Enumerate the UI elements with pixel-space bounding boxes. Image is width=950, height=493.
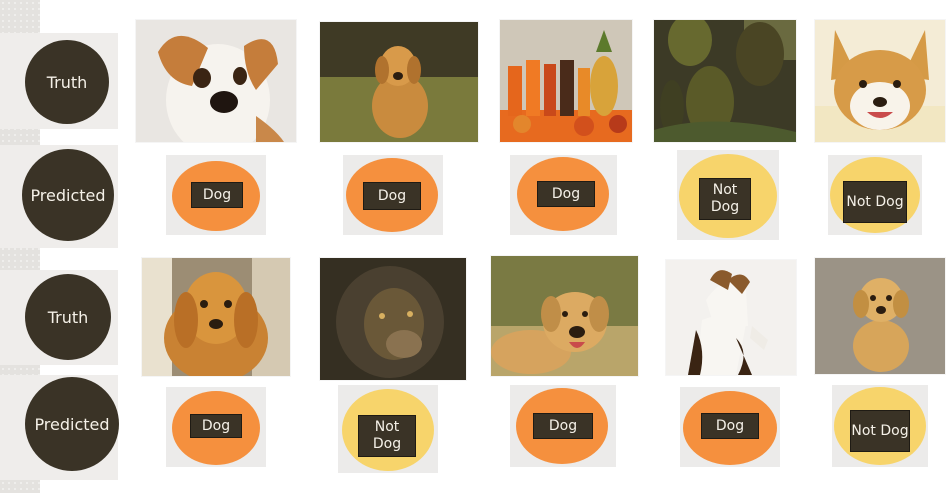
- truth-badge-2: Truth: [25, 274, 111, 360]
- prediction-card: Not Dog: [677, 150, 779, 240]
- jackfruit-tree-photo: [654, 20, 796, 142]
- golden-retriever-portrait-photo: [142, 258, 290, 376]
- prediction-tag: Dog: [363, 182, 421, 210]
- prediction-card: Dog: [680, 387, 780, 467]
- prediction-tag: Dog: [701, 413, 759, 439]
- prediction-tag: Dog: [537, 181, 595, 207]
- prediction-tag: Not Dog: [358, 415, 416, 457]
- lion-photo: [320, 258, 466, 380]
- prediction-tag: Not Dog: [699, 178, 751, 220]
- golden-puppy-sitting-photo: [815, 258, 945, 374]
- prediction-tag: Not Dog: [850, 410, 910, 452]
- truth-label-card-1: Truth: [0, 33, 118, 129]
- predicted-badge-1: Predicted: [22, 149, 114, 241]
- labrador-photo: [491, 256, 638, 376]
- prediction-card: Not Dog: [338, 385, 438, 473]
- truth-label-text: Truth: [46, 72, 88, 92]
- prediction-card: Dog: [510, 155, 617, 235]
- truth-label-text: Truth: [47, 307, 89, 327]
- predicted-label-text: Predicted: [30, 185, 106, 205]
- prediction-tag: Dog: [190, 414, 242, 438]
- jack-russell-standing-photo: [666, 260, 796, 375]
- truth-badge-1: Truth: [25, 40, 109, 124]
- predicted-badge-2: Predicted: [25, 377, 119, 471]
- prediction-tag: Not Dog: [843, 181, 907, 223]
- jack-russell-puppy-photo: [136, 20, 296, 142]
- predicted-label-card-2: Predicted: [0, 375, 119, 480]
- prediction-card: Dog: [510, 385, 616, 467]
- truth-label-card-2: Truth: [0, 270, 118, 365]
- prediction-card: Not Dog: [832, 385, 928, 467]
- corgi-photo: [815, 20, 945, 142]
- golden-retriever-grass-photo: [320, 22, 478, 142]
- prediction-tag: Dog: [191, 182, 243, 208]
- predicted-label-text: Predicted: [34, 414, 110, 434]
- predicted-label-card-1: Predicted: [0, 145, 118, 248]
- prediction-card: Not Dog: [828, 155, 922, 235]
- prediction-card: Dog: [343, 155, 443, 235]
- prediction-tag: Dog: [533, 413, 593, 439]
- fruit-juices-photo: [500, 20, 632, 142]
- prediction-card: Dog: [166, 155, 266, 235]
- prediction-card: Dog: [166, 387, 266, 467]
